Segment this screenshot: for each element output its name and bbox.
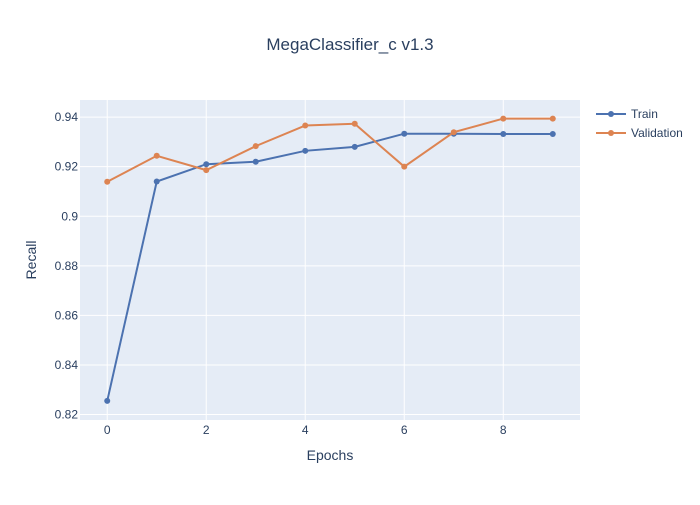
data-point[interactable]	[401, 163, 408, 170]
x-tick-label: 6	[401, 423, 408, 437]
legend-item[interactable]: Validation	[596, 126, 683, 140]
x-tick-label: 0	[104, 423, 111, 437]
data-point[interactable]	[153, 178, 160, 185]
data-point[interactable]	[450, 129, 457, 136]
chart-title: MegaClassifier_c v1.3	[266, 35, 433, 54]
data-point[interactable]	[153, 152, 160, 159]
data-point[interactable]	[351, 120, 358, 127]
y-tick-label: 0.82	[55, 408, 79, 422]
data-point[interactable]	[104, 397, 111, 404]
legend-label: Train	[631, 107, 658, 121]
y-tick-label: 0.92	[55, 160, 79, 174]
data-point[interactable]	[302, 122, 309, 129]
y-axis-title: Recall	[23, 241, 39, 280]
y-tick-label: 0.88	[55, 259, 79, 273]
series-validation	[104, 115, 556, 185]
legend-swatch-marker	[608, 130, 614, 136]
y-tick-label: 0.9	[61, 209, 78, 223]
x-tick-label: 4	[302, 423, 309, 437]
data-point[interactable]	[500, 130, 507, 137]
data-point[interactable]	[302, 147, 309, 154]
tick-labels: 0.82 0.84 0.86 0.88 0.9 0.92 0.94 0 2 4 6 8	[55, 110, 507, 437]
legend-label: Validation	[631, 126, 683, 140]
legend-item[interactable]: Train	[596, 107, 658, 121]
series-group	[104, 115, 556, 404]
y-tick-label: 0.86	[55, 308, 79, 322]
data-point[interactable]	[549, 130, 556, 137]
plot-area	[80, 100, 580, 420]
y-tick-label: 0.84	[55, 358, 79, 372]
data-point[interactable]	[203, 161, 210, 168]
data-point[interactable]	[203, 167, 210, 174]
series-train	[104, 130, 556, 404]
data-point[interactable]	[252, 158, 259, 165]
x-tick-label: 2	[203, 423, 210, 437]
data-point[interactable]	[500, 115, 507, 122]
data-point[interactable]	[351, 143, 358, 150]
legend[interactable]: Train Validation	[596, 107, 683, 140]
data-point[interactable]	[104, 178, 111, 185]
y-tick-label: 0.94	[55, 110, 79, 124]
data-point[interactable]	[252, 143, 259, 150]
data-point[interactable]	[549, 115, 556, 122]
series-line	[106, 132, 553, 402]
x-axis-title: Epochs	[307, 447, 354, 463]
x-tick-label: 8	[500, 423, 507, 437]
series-line	[106, 117, 553, 183]
data-point[interactable]	[401, 130, 408, 137]
legend-swatch-marker	[608, 111, 614, 117]
gridlines	[80, 100, 580, 420]
